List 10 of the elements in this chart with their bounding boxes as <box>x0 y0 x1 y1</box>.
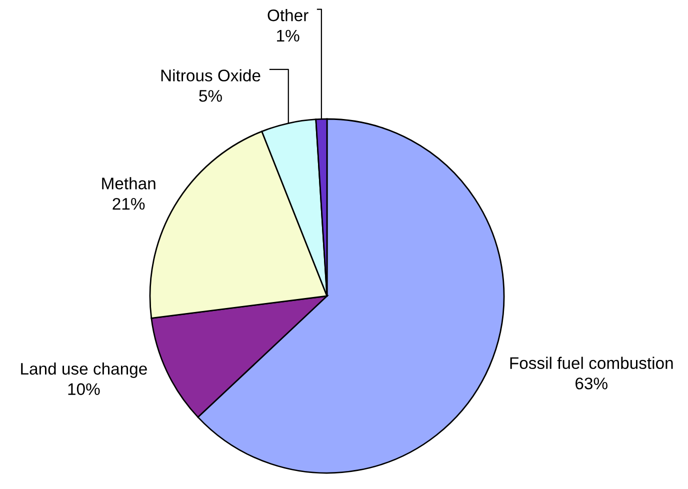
data-label: 63% <box>576 378 608 390</box>
data-label: 21% <box>112 198 145 210</box>
data-label: 1% <box>277 30 300 42</box>
slice-label: Other <box>268 9 308 22</box>
data-label: 10% <box>68 383 100 396</box>
slice-label: Land use change <box>21 362 147 378</box>
slice-label: Fossil fuel combustion <box>510 356 673 370</box>
data-label: 5% <box>199 90 222 102</box>
slice-label: Methan <box>102 177 156 190</box>
slice-label: Nitrous Oxide <box>161 69 260 82</box>
